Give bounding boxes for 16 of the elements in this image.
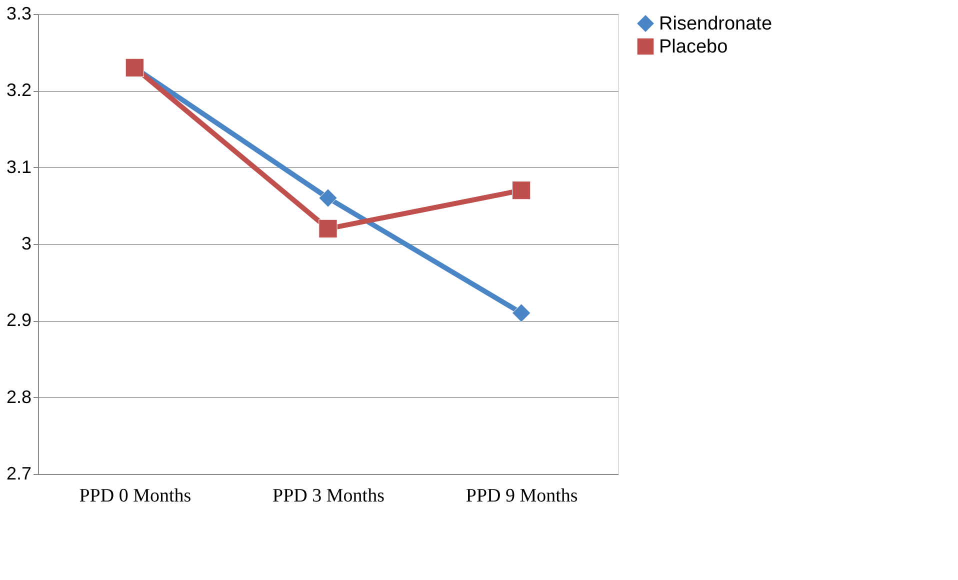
point (512, 181, 531, 200)
point (318, 219, 338, 238)
y-tick-label: 2.7 (6, 464, 32, 484)
y-tick-label: 3.3 (6, 4, 32, 24)
x-tick-label: PPD 9 Months (466, 486, 578, 506)
y-tick-label: 2.8 (6, 386, 32, 407)
point (318, 188, 338, 208)
x-tick-label: PPD 0 Months (79, 486, 192, 506)
legend-label: Placebo (659, 36, 728, 58)
y-tick-label: 3.1 (6, 156, 32, 177)
y-tick-label: 3 (21, 234, 32, 254)
legend-label: Risendronate (659, 14, 772, 34)
y-tick-label: 3.2 (6, 80, 32, 100)
x-tick-label: PPD 3 Months (272, 486, 384, 506)
y-tick-label: 2.9 (6, 310, 32, 330)
point (512, 304, 531, 322)
